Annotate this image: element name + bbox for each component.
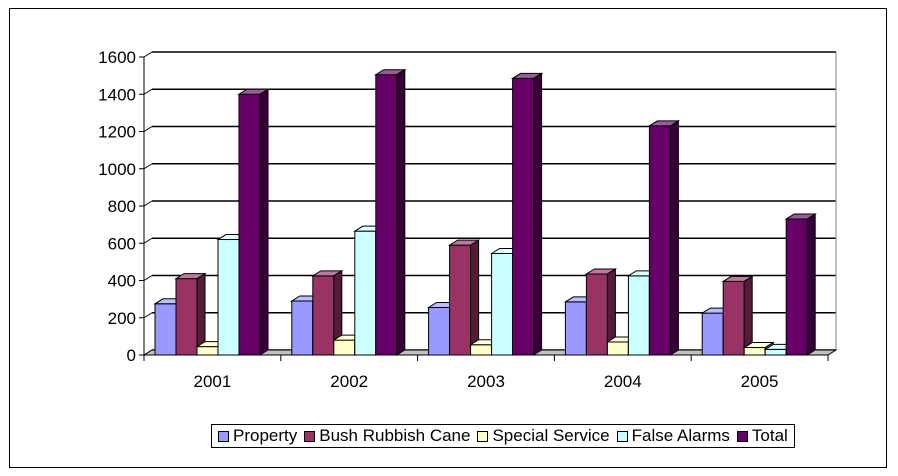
y-tick-label: 1200 xyxy=(98,123,136,142)
gridline-depth xyxy=(143,51,153,58)
legend-swatch xyxy=(304,430,316,442)
bar xyxy=(312,275,335,356)
bar xyxy=(238,93,261,356)
x-tick-label: 2001 xyxy=(193,372,231,391)
bar xyxy=(743,347,766,356)
bar xyxy=(512,77,535,356)
legend-label: Special Service xyxy=(492,426,610,445)
x-tick-label: 2003 xyxy=(467,372,505,391)
bar xyxy=(491,252,514,356)
bar xyxy=(196,346,219,356)
x-tick-label: 2004 xyxy=(604,372,642,391)
legend-item: Property xyxy=(218,426,297,446)
bar xyxy=(701,312,724,356)
bar-side xyxy=(259,88,269,356)
y-tick-label: 1600 xyxy=(98,48,136,67)
legend: Property Bush Rubbish Cane Special Service… xyxy=(211,424,795,448)
bar-side xyxy=(533,72,543,356)
x-tick-label: 2002 xyxy=(330,372,368,391)
legend-label: Property xyxy=(233,426,298,445)
bar xyxy=(449,244,472,356)
bar xyxy=(333,339,356,356)
y-tick-label: 800 xyxy=(108,197,136,216)
bar xyxy=(606,341,629,356)
bar xyxy=(470,344,493,356)
bar xyxy=(764,348,787,356)
legend-label: Bush Rubbish Cane xyxy=(319,426,471,445)
gridline-depth xyxy=(143,312,153,319)
gridline-depth xyxy=(143,200,153,207)
y-tick-label: 0 xyxy=(127,346,136,365)
bar xyxy=(648,125,671,356)
bar-side xyxy=(806,213,816,356)
y-tick-label: 200 xyxy=(108,309,136,328)
bar xyxy=(722,280,745,356)
legend-item: Special Service xyxy=(477,426,610,446)
bar xyxy=(175,278,198,356)
legend-swatch xyxy=(218,430,229,442)
legend-label: Total xyxy=(751,426,788,445)
bar xyxy=(564,301,587,356)
bar xyxy=(154,303,177,356)
legend-swatch xyxy=(736,430,748,442)
y-tick-label: 400 xyxy=(108,272,136,291)
legend-item: Bush Rubbish Cane xyxy=(304,426,470,446)
legend-item: False Alarms xyxy=(616,426,730,446)
bar-side xyxy=(396,68,406,356)
gridline-depth xyxy=(143,88,153,95)
bar xyxy=(627,275,650,356)
gridline-depth xyxy=(143,126,153,132)
x-tick-label: 2005 xyxy=(741,372,779,391)
legend-item: Total xyxy=(736,426,788,446)
y-tick-label: 1400 xyxy=(98,85,136,104)
y-tick-label: 1000 xyxy=(98,160,136,179)
legend-swatch xyxy=(477,430,489,442)
bar xyxy=(585,273,608,356)
y-tick-label: 600 xyxy=(108,234,136,253)
bar xyxy=(375,74,398,356)
bar-side xyxy=(470,239,480,356)
legend-swatch xyxy=(616,430,628,442)
gridline-depth xyxy=(143,163,153,170)
bar xyxy=(785,218,808,356)
bar-side xyxy=(669,120,679,356)
bar xyxy=(428,307,451,356)
bar xyxy=(217,239,240,356)
bar xyxy=(291,300,314,356)
gridline-depth xyxy=(143,237,153,244)
legend-label: False Alarms xyxy=(631,426,730,445)
gridline-depth xyxy=(143,275,153,281)
bar xyxy=(354,230,377,356)
